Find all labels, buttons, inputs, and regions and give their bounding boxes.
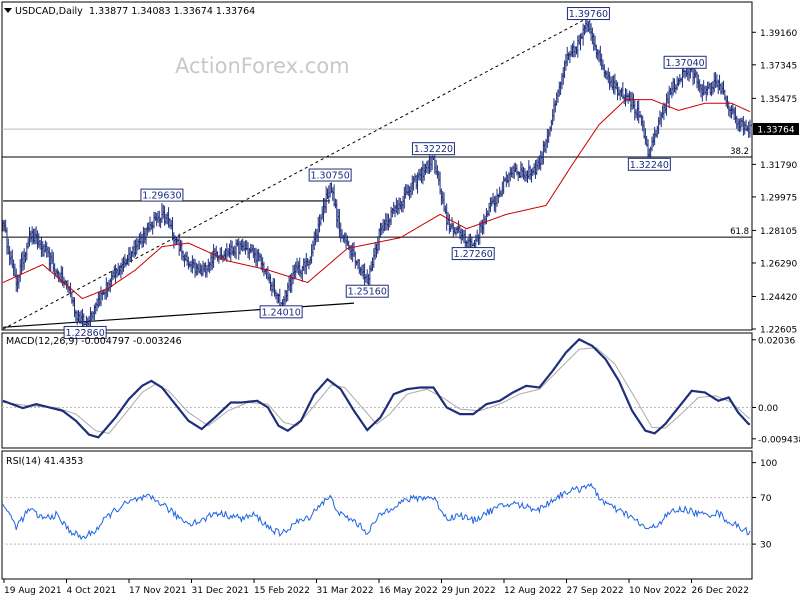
price-bar	[748, 119, 752, 138]
price-tick-label: 1.28105	[760, 227, 797, 237]
date-tick-label: 26 Dec 2022	[692, 586, 750, 596]
price-tick-label: 1.37345	[760, 61, 797, 71]
current-price-text: 1.33764	[757, 126, 794, 136]
svg-text:1.39760: 1.39760	[569, 9, 608, 20]
level-label: 38.2	[730, 147, 749, 157]
price-tick-label: 1.39160	[760, 29, 797, 39]
date-tick-label: 17 Nov 2021	[129, 586, 187, 596]
price-tick-label: 1.22605	[760, 326, 797, 336]
level-label: 61.8	[730, 227, 749, 237]
price-tick-label: 1.35475	[760, 95, 797, 105]
swing-label: 1.32240	[627, 157, 671, 171]
date-tick-label: 15 Feb 2022	[254, 586, 310, 596]
date-tick-label: 10 Nov 2022	[629, 586, 687, 596]
macd-tick-label: -0.009438	[758, 435, 800, 445]
swing-label: 1.22860	[63, 325, 107, 339]
swing-label: 1.39760	[566, 7, 610, 21]
rsi-tick-label: 30	[760, 541, 772, 551]
date-tick-label: 19 Aug 2021	[4, 586, 62, 596]
date-tick-label: 27 Sep 2022	[567, 586, 624, 596]
swing-label: 1.32220	[411, 142, 455, 156]
swing-label: 1.37040	[663, 55, 707, 69]
svg-text:1.32220: 1.32220	[414, 144, 453, 155]
date-tick-label: 12 Aug 2022	[504, 586, 562, 596]
svg-text:1.24010: 1.24010	[261, 307, 300, 318]
svg-text:1.22860: 1.22860	[65, 328, 104, 339]
swing-label: 1.24010	[259, 305, 303, 319]
price-tick-label: 1.24420	[760, 293, 797, 303]
price-tick-label: 1.26290	[760, 259, 797, 269]
rsi-tick-label: 70	[760, 494, 772, 504]
svg-text:1.37040: 1.37040	[665, 58, 704, 69]
swing-label: 1.29630	[140, 188, 184, 202]
svg-text:1.25160: 1.25160	[348, 287, 387, 298]
moving-average-line	[2, 99, 751, 300]
ohlc-values: 1.33877 1.34083 1.33674 1.33764	[89, 6, 255, 17]
date-tick-label: 31 Dec 2021	[192, 586, 250, 596]
swing-label: 1.27260	[451, 247, 495, 261]
symbol-dropdown-icon[interactable]	[4, 8, 12, 13]
current-price-tag	[753, 123, 799, 136]
swing-label: 1.25160	[345, 284, 389, 298]
macd-line	[2, 337, 750, 439]
rsi-tick-label: 100	[760, 459, 777, 469]
svg-text:1.32240: 1.32240	[630, 160, 669, 171]
price-tick-label: 1.31790	[760, 161, 797, 171]
svg-text:1.30750: 1.30750	[310, 171, 349, 182]
date-tick-label: 31 Mar 2022	[317, 586, 374, 596]
swing-label: 1.30750	[308, 168, 352, 182]
rsi-header: RSI(14) 41.4353	[6, 456, 83, 467]
rsi-line	[2, 482, 751, 541]
macd-tick-label: 0.02036	[758, 336, 795, 346]
watermark: ActionForex.com	[175, 54, 350, 78]
macd-header: MACD(12,26,9) -0.004797 -0.003246	[6, 336, 182, 347]
svg-text:1.29630: 1.29630	[142, 191, 181, 202]
macd-tick-label: 0.00	[758, 404, 778, 414]
date-tick-label: 4 Oct 2021	[67, 586, 117, 596]
macd-pane	[1, 332, 753, 449]
date-tick-label: 29 Jun 2022	[442, 586, 496, 596]
date-tick-label: 16 May 2022	[379, 586, 438, 596]
macd-signal-line	[2, 347, 750, 434]
symbol-label: USDCAD,Daily	[15, 6, 83, 17]
svg-text:1.27260: 1.27260	[454, 249, 493, 260]
rsi-pane	[1, 450, 753, 580]
price-tick-label: 1.29975	[760, 193, 797, 203]
